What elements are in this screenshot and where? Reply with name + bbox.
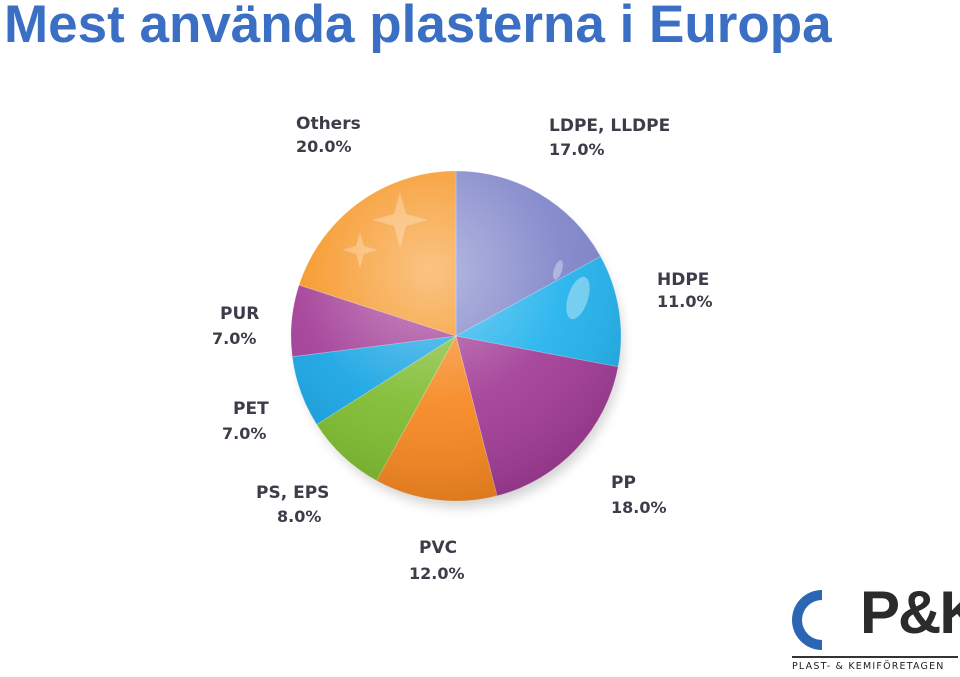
logo-divider xyxy=(792,656,958,658)
slice-label-value: 17.0% xyxy=(549,140,605,159)
slice-label-name: HDPE xyxy=(657,270,709,290)
slice-label-value: 11.0% xyxy=(657,292,713,311)
pie-highlight-small xyxy=(553,260,563,280)
slice-label-value: 20.0% xyxy=(296,137,352,156)
sparkle-icon-small xyxy=(342,232,378,268)
slice-label-name: PP xyxy=(611,473,636,493)
logo-wordmark: P&K xyxy=(860,579,960,646)
slice-label-name: Others xyxy=(296,114,361,134)
slice-label-name: PS, EPS xyxy=(256,483,329,503)
slice-label-value: 7.0% xyxy=(212,329,256,348)
slice-label-value: 7.0% xyxy=(222,424,266,443)
slice-labels: LDPE, LLDPE 17.0% HDPE 11.0% PP 18.0% PV… xyxy=(212,114,713,583)
page-title: Mest använda plasterna i Europa xyxy=(4,0,832,54)
slice-label-value: 18.0% xyxy=(611,498,667,517)
company-logo: P&K PLAST- & KEMIFÖRETAGEN xyxy=(788,579,960,677)
pie-slices xyxy=(290,170,622,502)
slice-label-name: PVC xyxy=(419,538,457,558)
slice-label-name: PUR xyxy=(220,304,259,324)
slice-label-value: 12.0% xyxy=(409,564,465,583)
slice-label-name: LDPE, LLDPE xyxy=(549,116,670,136)
logo-tagline: PLAST- & KEMIFÖRETAGEN xyxy=(792,661,945,672)
slice-label-name: PET xyxy=(233,399,269,419)
pie-highlight xyxy=(566,276,590,320)
sparkle-icon xyxy=(372,192,428,248)
logo-mark-icon xyxy=(792,590,856,650)
slice-label-value: 8.0% xyxy=(277,507,321,526)
